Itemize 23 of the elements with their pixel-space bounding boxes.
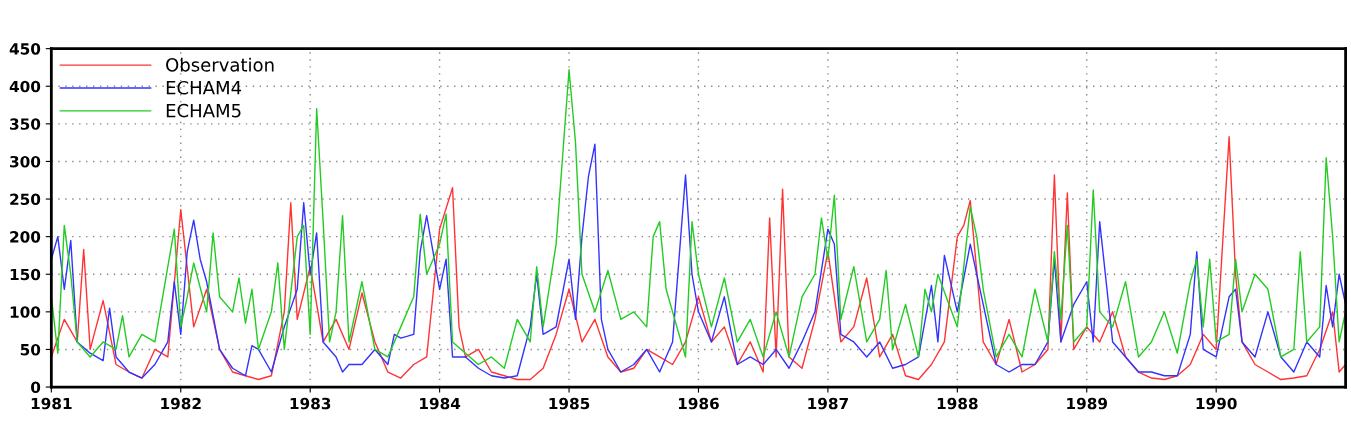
x-tick-label: 1989 [1067,397,1108,410]
x-tick-label: 1981 [31,397,72,410]
y-tick-label: 0 [31,381,41,394]
y-tick-label: 100 [10,306,41,318]
x-tick-label: 1987 [808,397,848,410]
legend-label: Observation [166,57,274,72]
x-tick-label: 1986 [678,397,719,410]
y-tick-label: 400 [9,80,41,93]
y-tick-label: 200 [10,231,41,243]
y-tick-label: 250 [10,193,41,206]
y-tick-label: 150 [10,268,41,281]
x-tick-label: 1982 [161,397,201,410]
x-tick-label: 1984 [420,397,461,410]
y-tick-label: 300 [10,155,41,168]
y-tick-label: 450 [9,43,41,55]
x-tick-label: 1990 [1196,397,1237,410]
x-tick-label: 1988 [937,397,978,410]
y-tick-label: 350 [10,118,41,130]
legend-label: ECHAM4 [166,80,242,95]
x-tick-label: 1983 [290,397,331,410]
y-tick-label: 50 [20,343,41,356]
x-tick-label: 1985 [549,397,590,410]
legend-label: ECHAM5 [166,103,241,118]
